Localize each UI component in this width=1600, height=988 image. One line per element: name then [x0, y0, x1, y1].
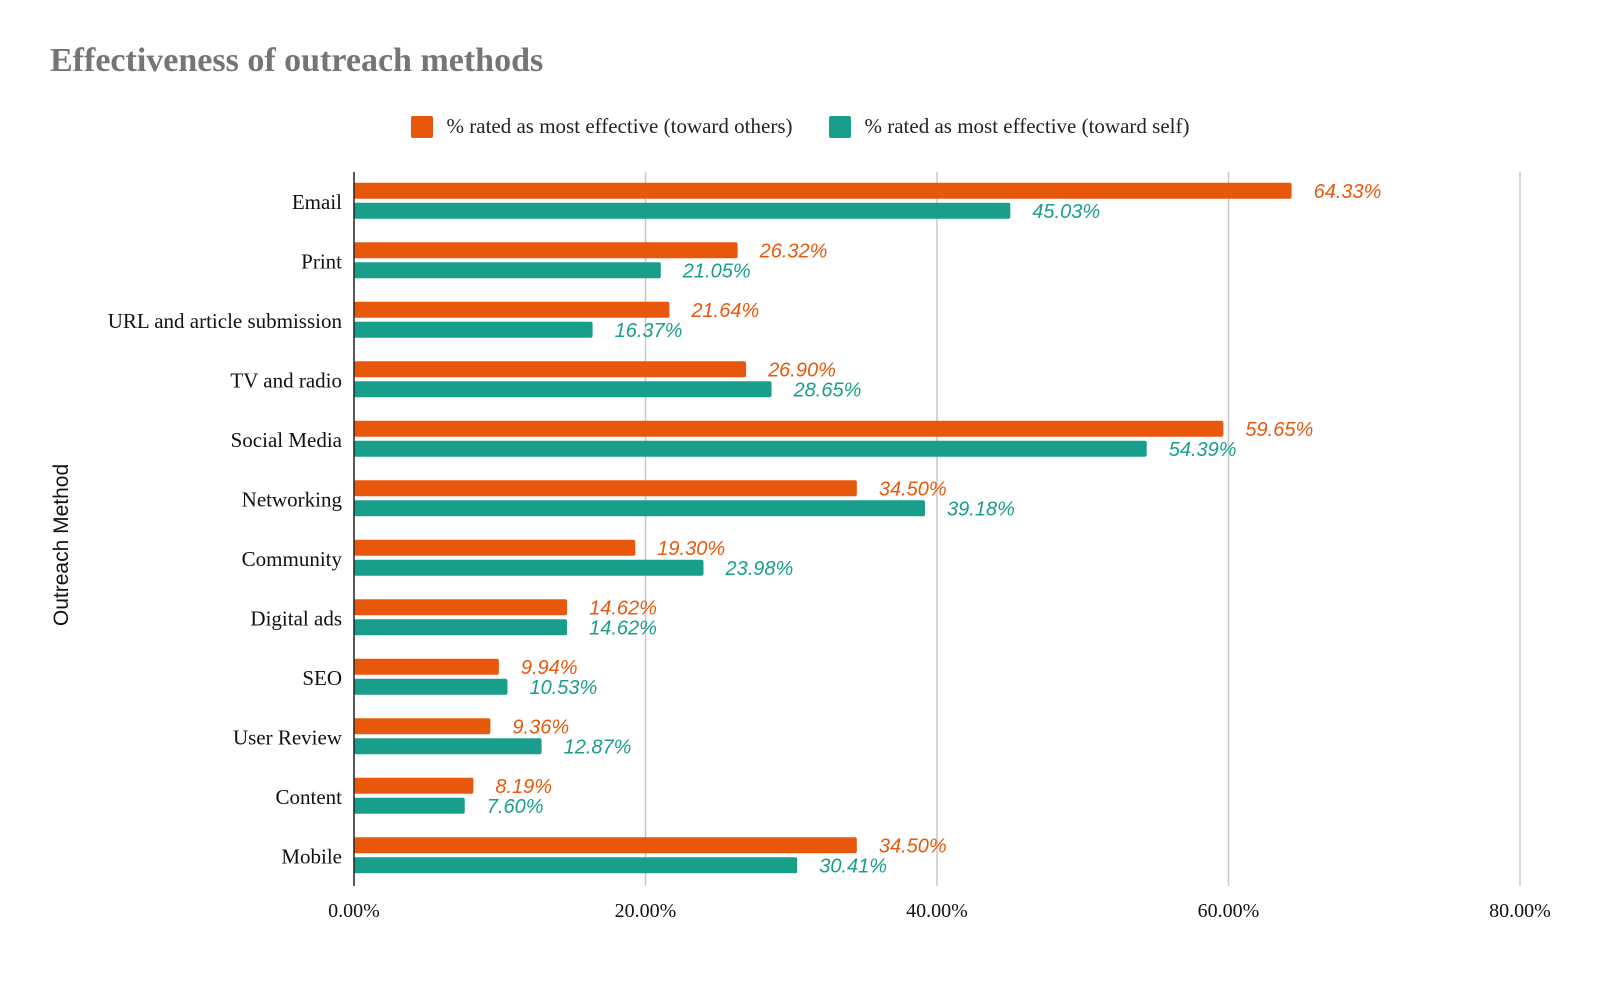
x-tick-label: 40.00%: [906, 900, 968, 922]
data-label: 45.03%: [1032, 201, 1100, 223]
category-label: User Review: [233, 725, 343, 749]
data-label: 26.90%: [767, 359, 836, 381]
category-label: Email: [292, 190, 342, 214]
bar: [354, 559, 704, 576]
bar: [354, 182, 1292, 199]
data-label: 10.53%: [529, 677, 597, 699]
bar: [354, 857, 798, 874]
data-label: 7.60%: [487, 796, 544, 818]
bar: [354, 658, 499, 675]
legend-swatch-self: [828, 115, 851, 138]
axes: 0.00% 20.00% 40.00% 60.00% 80.00% Email Print U…: [108, 172, 1551, 922]
bar: [354, 678, 508, 695]
data-label: 64.33%: [1314, 181, 1382, 203]
bar: [354, 262, 661, 279]
data-label: 9.36%: [512, 716, 569, 738]
bar: [354, 242, 738, 259]
data-label: 54.39%: [1169, 439, 1237, 461]
bar: [354, 301, 670, 318]
x-tick-label: 60.00%: [1198, 900, 1260, 922]
data-label: 39.18%: [947, 498, 1015, 520]
bar: [354, 599, 568, 616]
gridlines: [644, 172, 1521, 886]
data-label: 21.64%: [690, 300, 759, 322]
y-axis-label: Outreach Method: [50, 464, 73, 626]
data-label: 26.32%: [759, 240, 828, 262]
category-label: TV and radio: [230, 368, 342, 392]
category-label: Social Media: [231, 428, 343, 452]
legend-item-others[interactable]: % rated as most effective (toward others…: [410, 114, 793, 139]
category-label: Content: [276, 785, 343, 809]
bar: [354, 500, 926, 517]
data-label: 8.19%: [495, 776, 552, 798]
bar: [354, 738, 542, 755]
bar: [354, 777, 474, 794]
chart-title: Effectiveness of outreach methods: [50, 42, 544, 79]
bars: 64.33% 45.03% 26.32% 21.05% 21.64% 16.37% 26.9…: [354, 181, 1382, 877]
category-label: Digital ads: [250, 606, 342, 630]
data-label: 12.87%: [564, 736, 632, 758]
bar: [354, 202, 1011, 219]
legend-item-self[interactable]: % rated as most effective (toward self): [828, 114, 1190, 139]
category-label: SEO: [302, 666, 342, 690]
x-tick-label: 80.00%: [1489, 900, 1551, 922]
bar: [354, 420, 1224, 437]
bar: [354, 480, 857, 497]
category-label: Networking: [242, 487, 343, 511]
data-label: 14.62%: [589, 597, 657, 619]
bar: [354, 440, 1147, 457]
legend-swatch-others: [410, 115, 433, 138]
data-label: 21.05%: [682, 260, 751, 282]
category-label: Print: [301, 249, 342, 273]
bar: [354, 321, 593, 338]
legend-label-others: % rated as most effective (toward others…: [446, 114, 793, 138]
x-tick-label: 0.00%: [328, 900, 380, 922]
data-label: 19.30%: [657, 538, 725, 560]
data-label: 30.41%: [819, 855, 887, 877]
bar: [354, 797, 465, 814]
bar: [354, 381, 772, 398]
bar: [354, 619, 568, 636]
legend: % rated as most effective (toward others…: [0, 114, 1600, 139]
category-label: URL and article submission: [108, 309, 343, 333]
data-label: 34.50%: [879, 835, 947, 857]
bar: [354, 361, 747, 378]
data-label: 59.65%: [1245, 419, 1313, 441]
category-label: Mobile: [281, 844, 342, 868]
legend-label-self: % rated as most effective (toward self): [864, 114, 1190, 138]
data-label: 34.50%: [879, 478, 947, 500]
data-label: 23.98%: [725, 558, 794, 580]
data-label: 16.37%: [615, 320, 683, 342]
data-label: 9.94%: [521, 657, 578, 679]
data-label: 28.65%: [793, 379, 862, 401]
bar: [354, 837, 857, 854]
bar: [354, 718, 491, 735]
bar: [354, 539, 636, 556]
x-tick-label: 20.00%: [615, 900, 677, 922]
data-label: 14.62%: [589, 617, 657, 639]
category-label: Community: [242, 547, 343, 571]
